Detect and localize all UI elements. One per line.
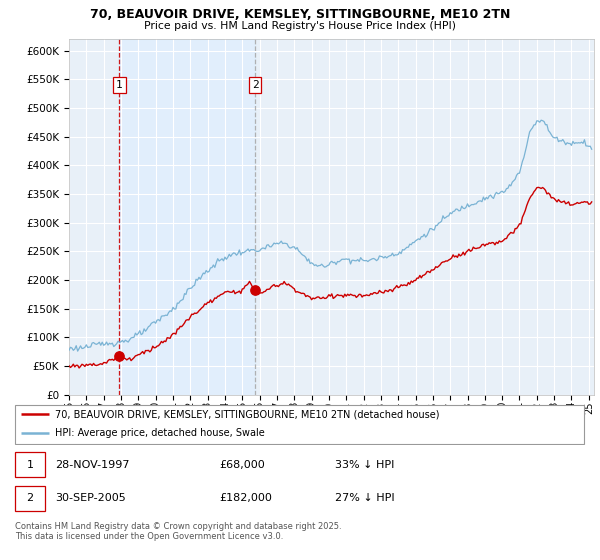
- Text: 70, BEAUVOIR DRIVE, KEMSLEY, SITTINGBOURNE, ME10 2TN: 70, BEAUVOIR DRIVE, KEMSLEY, SITTINGBOUR…: [90, 8, 510, 21]
- Text: HPI: Average price, detached house, Swale: HPI: Average price, detached house, Swal…: [55, 428, 265, 438]
- Text: £182,000: £182,000: [220, 493, 272, 503]
- Text: 1: 1: [26, 460, 34, 470]
- Text: 2: 2: [26, 493, 34, 503]
- Text: 1: 1: [116, 80, 123, 90]
- Point: [115, 351, 124, 360]
- Text: 2: 2: [252, 80, 259, 90]
- Text: 33% ↓ HPI: 33% ↓ HPI: [335, 460, 394, 470]
- Point: [250, 286, 260, 295]
- Bar: [119, 39, 255, 395]
- FancyBboxPatch shape: [15, 405, 584, 444]
- Text: Contains HM Land Registry data © Crown copyright and database right 2025.
This d: Contains HM Land Registry data © Crown c…: [15, 522, 341, 542]
- Text: 30-SEP-2005: 30-SEP-2005: [55, 493, 126, 503]
- Text: 27% ↓ HPI: 27% ↓ HPI: [335, 493, 394, 503]
- FancyBboxPatch shape: [15, 452, 45, 477]
- Text: Price paid vs. HM Land Registry's House Price Index (HPI): Price paid vs. HM Land Registry's House …: [144, 21, 456, 31]
- Text: £68,000: £68,000: [220, 460, 265, 470]
- Text: 28-NOV-1997: 28-NOV-1997: [55, 460, 130, 470]
- Text: 70, BEAUVOIR DRIVE, KEMSLEY, SITTINGBOURNE, ME10 2TN (detached house): 70, BEAUVOIR DRIVE, KEMSLEY, SITTINGBOUR…: [55, 409, 440, 419]
- FancyBboxPatch shape: [15, 486, 45, 511]
